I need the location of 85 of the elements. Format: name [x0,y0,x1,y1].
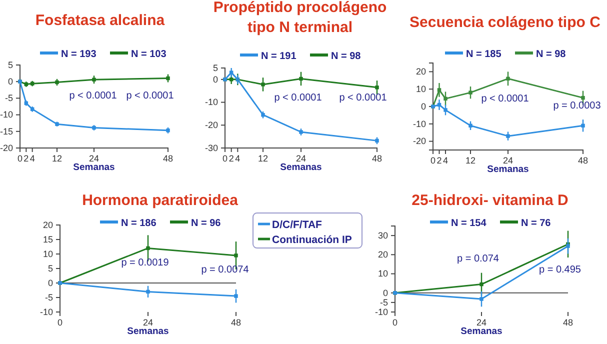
x-tick-label: 48 [578,155,588,166]
chart-title: Propéptido procolágeno tipo N terminal [213,0,387,36]
x-tick-label: 12 [465,155,476,166]
y-tick-label: -10 [40,306,53,317]
x-tick-label: 0 [392,317,398,328]
annotation: p < 0.0001 [481,94,530,105]
y-tick-label: 0 [48,278,53,288]
y-tick-label: 0 [212,74,218,84]
y-tick-label: 0 [382,288,388,298]
annotation: p = 0.0003 [553,100,602,112]
y-tick-label: -10 [374,306,388,317]
x-axis-title: Semanas [487,164,529,175]
chart-title: Hormona paratiroidea [82,192,239,209]
y-tick-label: -10 [0,110,13,120]
x-tick-label: 48 [372,153,382,164]
y-tick-label: 20 [378,250,388,260]
y-tick-label: 0 [8,76,13,86]
x-tick-label: 0 [57,317,63,328]
legend-label: D/C/F/TAF [272,219,323,231]
y-tick-label: -20 [0,142,13,153]
annotation: p = 0.495 [539,264,582,276]
legend-label: N = 103 [131,49,167,60]
y-tick-label: 15 [42,234,53,244]
legend-label: N = 185 [466,49,502,60]
y-tick-label: 20 [416,66,426,77]
x-tick-label: 2 [228,153,234,164]
chart-title: 25-hidroxi- vitamina D [412,192,569,209]
annotation: p = 0.0074 [201,264,250,276]
y-tick-label: -20 [412,136,426,146]
y-tick-label: 0 [420,101,426,112]
y-tick-label: 10 [42,248,53,259]
y-tick-label: 10 [378,268,388,279]
y-tick-label: -20 [204,120,218,130]
y-tick-label: 5 [8,60,13,70]
legend-label: N = 193 [61,49,97,60]
x-tick-label: 0 [222,153,228,164]
legend-label: N = 191 [261,51,297,62]
x-tick-label: 48 [562,317,574,328]
annotation: p < 0.0001 [274,92,322,104]
chart-title: Fosfatasa alcalina [35,12,166,29]
legend-label: N = 76 [521,218,552,229]
x-tick-label: 4 [442,155,448,166]
x-tick-label: 24 [142,317,154,328]
y-tick-label: 5 [212,62,218,73]
x-tick-label: 48 [230,317,242,328]
legend-label: N = 98 [536,49,566,60]
annotation: p = 0.074 [457,254,500,265]
x-axis-title: Semanas [127,326,169,337]
annotation: p < 0.0001 [69,90,118,102]
y-tick-label: -10 [204,97,218,108]
y-tick-label: -5 [4,93,13,104]
x-tick-label: 48 [162,153,174,164]
x-tick-label: 4 [235,153,240,164]
annotation: p < 0.0001 [339,92,388,104]
x-axis-title: Semanas [460,326,502,337]
x-tick-label: 24 [88,153,100,164]
x-axis-title: Semanas [73,162,115,173]
x-tick-label: 24 [502,155,514,166]
x-tick-label: 4 [30,153,35,164]
y-tick-label: -10 [412,118,426,129]
chart-title: Secuencia colágeno tipo C [410,14,601,31]
y-tick-label: -5 [380,297,388,308]
x-tick-label: 12 [52,153,62,164]
legend-label: N = 186 [121,218,157,229]
y-tick-label: -15 [0,126,13,136]
annotation: p = 0.0019 [121,258,170,269]
x-tick-label: 0 [430,155,436,166]
x-tick-label: 24 [296,153,306,164]
legend-label: N = 96 [191,218,222,229]
x-tick-label: 2 [24,153,29,164]
y-tick-label: -30 [204,142,218,153]
y-tick-label: 20 [42,220,53,230]
legend-label: Continuación IP [272,234,352,246]
y-tick-label: 10 [416,84,426,94]
annotation: p < 0.0001 [126,90,174,102]
y-tick-label: -5 [44,292,53,302]
legend-label: N = 154 [451,218,487,229]
x-axis-title: Semanas [280,162,322,173]
x-tick-label: 0 [17,153,23,164]
x-tick-label: 12 [258,153,268,164]
legend-label: N = 98 [331,51,362,62]
x-tick-label: 2 [436,155,442,166]
x-tick-label: 24 [476,317,487,328]
y-tick-label: 30 [378,230,388,240]
y-tick-label: 5 [48,263,53,274]
